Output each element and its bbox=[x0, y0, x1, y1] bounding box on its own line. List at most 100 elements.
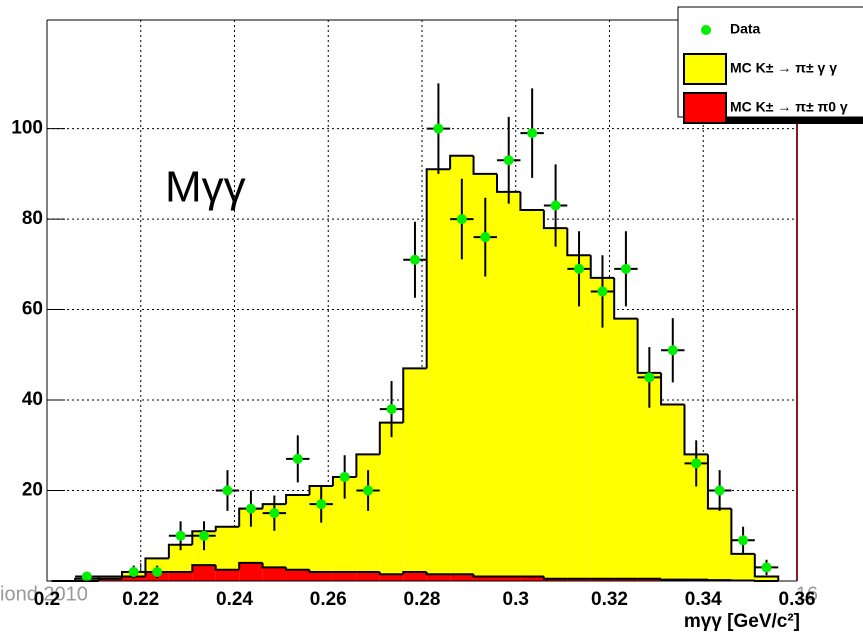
histogram-outline bbox=[402, 367, 427, 423]
histogram-bar bbox=[192, 565, 216, 581]
data-point bbox=[269, 508, 280, 519]
histogram-bar bbox=[262, 504, 287, 581]
histogram-bar bbox=[614, 318, 638, 581]
x-tick-label: 0.22 bbox=[122, 589, 159, 610]
histogram-outline bbox=[660, 372, 685, 406]
histogram-bar bbox=[403, 368, 427, 581]
histogram-bar bbox=[543, 578, 568, 581]
legend-label: MC K± → π± γ γ bbox=[730, 60, 837, 76]
histogram-outline bbox=[566, 228, 591, 257]
x-tick-label: 0.34 bbox=[685, 589, 722, 610]
y-tick-label: 60 bbox=[22, 299, 43, 320]
x-tick-label: 0.26 bbox=[310, 589, 347, 610]
plot-area bbox=[46, 19, 798, 582]
data-point bbox=[175, 530, 186, 541]
histogram-outline bbox=[519, 191, 544, 212]
histogram-bar bbox=[122, 576, 146, 581]
histogram-outline bbox=[121, 575, 146, 579]
footer-right: 16 bbox=[796, 583, 818, 605]
histogram-outline bbox=[238, 561, 263, 570]
histogram-bar bbox=[520, 210, 544, 582]
histogram-bar bbox=[239, 562, 263, 581]
legend-swatch bbox=[683, 53, 727, 85]
data-point bbox=[761, 562, 772, 573]
data-point bbox=[620, 263, 631, 274]
histogram-outline bbox=[402, 570, 427, 575]
data-point bbox=[292, 453, 303, 464]
histogram-bar bbox=[567, 255, 591, 582]
histogram-bar bbox=[309, 485, 333, 581]
x-tick-label: 0.32 bbox=[591, 589, 628, 610]
histogram-bar bbox=[332, 476, 357, 581]
x-tick-label: 0.28 bbox=[404, 589, 441, 610]
histogram-outline bbox=[191, 530, 216, 545]
histogram-outline bbox=[378, 571, 404, 576]
data-point bbox=[597, 286, 608, 297]
histogram-bar bbox=[332, 571, 357, 581]
data-point bbox=[339, 471, 350, 482]
histogram-outline bbox=[542, 210, 568, 230]
legend: Data MC K± → π± γ γ MC K± → π± π0 γ bbox=[677, 6, 863, 124]
legend-swatch bbox=[683, 92, 727, 124]
data-point bbox=[81, 571, 92, 582]
histogram-bar bbox=[356, 571, 380, 581]
annotation: Mγγ bbox=[165, 163, 246, 212]
data-point bbox=[667, 345, 678, 356]
y-tick-label: 40 bbox=[22, 389, 43, 410]
data-point bbox=[152, 566, 163, 577]
histogram-bar bbox=[731, 553, 755, 581]
histogram-outline bbox=[261, 562, 287, 569]
legend-marker bbox=[701, 25, 711, 35]
histogram-outline bbox=[285, 494, 310, 505]
histogram-bar bbox=[309, 571, 333, 581]
footer-left: iond 2010 bbox=[0, 583, 88, 605]
histogram-bar bbox=[379, 422, 404, 581]
histogram-outline bbox=[167, 543, 193, 559]
histogram-bar bbox=[356, 454, 380, 581]
histogram-bar bbox=[168, 571, 193, 581]
data-point bbox=[128, 566, 139, 577]
frame bbox=[46, 19, 797, 582]
data-point bbox=[386, 404, 397, 415]
histogram-bar bbox=[661, 404, 685, 581]
histogram-bar bbox=[497, 191, 521, 581]
y-tick-label: 80 bbox=[22, 208, 43, 229]
data-point bbox=[527, 128, 538, 139]
data-point bbox=[503, 155, 514, 166]
histogram-outline bbox=[472, 574, 497, 578]
histogram-outline bbox=[355, 453, 380, 477]
data-point bbox=[644, 372, 655, 383]
histogram-outline bbox=[97, 577, 122, 581]
histogram-outline bbox=[472, 155, 497, 175]
histogram-outline bbox=[542, 576, 568, 580]
histogram-outline bbox=[706, 454, 732, 510]
histogram-outline bbox=[636, 318, 662, 374]
histogram-bar bbox=[473, 173, 497, 582]
histogram-outline bbox=[425, 571, 451, 576]
histogram-bar bbox=[215, 569, 240, 581]
histogram-outline bbox=[214, 565, 240, 571]
histogram-outline bbox=[285, 567, 310, 571]
histogram-bar bbox=[520, 576, 544, 581]
data-point bbox=[409, 254, 420, 265]
histogram-outline bbox=[753, 553, 780, 581]
histogram-bar bbox=[426, 169, 451, 581]
histogram-bar bbox=[497, 576, 521, 581]
histogram-bar bbox=[286, 495, 310, 581]
x-tick-label: 0.36 bbox=[779, 589, 816, 610]
histogram-outline bbox=[191, 564, 216, 572]
histogram-outline bbox=[660, 578, 685, 581]
histogram-bar bbox=[637, 578, 662, 581]
histogram-bar bbox=[684, 454, 708, 581]
y-tick-label: 20 bbox=[22, 480, 43, 501]
histogram-outline bbox=[308, 484, 333, 496]
histogram-bar bbox=[286, 569, 310, 581]
histogram-outline bbox=[425, 168, 451, 369]
histogram-bar bbox=[567, 578, 591, 581]
histogram-bar bbox=[426, 574, 451, 581]
histogram-bar bbox=[590, 578, 615, 581]
histogram-bar bbox=[473, 576, 497, 581]
data-point bbox=[738, 535, 749, 546]
x-tick-label: 0.3 bbox=[503, 589, 529, 610]
